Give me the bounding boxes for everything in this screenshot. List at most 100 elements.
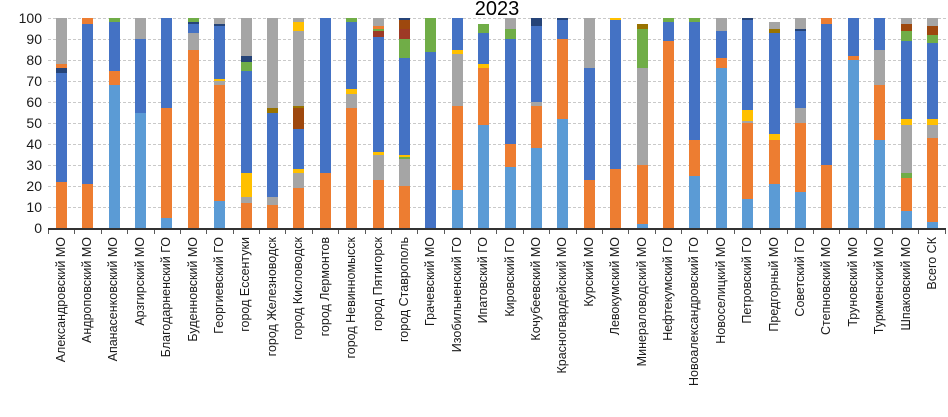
bar-column [682,18,708,228]
bar-segment-gray [266,18,278,109]
bar-segment-orange [504,144,516,168]
bar-segment-lightblue [636,223,648,228]
bar-segment-blue [319,18,331,174]
bar-Кировский ГО [504,18,516,228]
bar-segment-orange [900,177,912,212]
bar-segment-orange [346,108,358,228]
gridline [48,207,946,208]
bar-segment-blue [398,57,410,155]
y-tick-label: 30 [26,157,42,173]
bar-segment-lightblue [161,217,173,228]
bar-Советский ГО [795,18,807,228]
x-tick-label: город Лермонтов [317,237,332,337]
bar-segment-gray [636,68,648,166]
x-label-cell: Левокумский МО [603,237,629,417]
axis-tick [207,230,234,234]
axis-tick [128,230,155,234]
bar-segment-green [425,18,437,52]
bar-column [497,18,523,228]
bar-segment-orange [663,41,675,228]
bar-город Лермонтов [319,18,331,228]
bar-segment-darkred [372,30,384,37]
bar-column [74,18,100,228]
bar-column [867,18,893,228]
bar-segment-orange [82,183,94,228]
bar-column [576,18,602,228]
bar-segment-gray [583,18,595,69]
bar-segment-olive [266,108,278,113]
bar-segment-brown [927,26,939,35]
bar-Изобильненский ГО [451,18,463,228]
x-tick-label: Андроповский МО [80,237,95,343]
bar-segment-lightblue [874,139,886,228]
bar-segment-green [187,18,199,23]
bar-segment-gray [795,18,807,29]
bar-segment-orange [610,169,622,228]
bar-город Ставрополь [398,18,410,228]
bar-segment-blue [55,72,67,182]
bar-segment-yellow [293,22,305,31]
bar-segment-orange [636,165,648,224]
bar-Александровский МО [55,18,67,228]
bar-segment-orange [847,55,859,60]
bar-segment-blue [768,32,780,134]
bar-segment-gray [346,93,358,109]
axis-tick [181,230,208,234]
gridline [48,81,946,82]
bar-segment-gray [266,196,278,205]
gridline [48,123,946,124]
x-label-cell: Степновский МО [814,237,840,417]
x-label-cell: Благодарненский ГО [154,237,180,417]
bar-segment-lightblue [531,148,543,228]
bar-Новоалександровский ГО [689,18,701,228]
y-tick-label: 100 [18,10,42,26]
x-label-cell: Изобильненский ГО [444,237,470,417]
x-tick-label: Кочубеевский МО [528,237,543,341]
bar-segment-navy [214,24,226,27]
x-label-cell: Ипатовский ГО [471,237,497,417]
bar-segment-yellow [610,18,622,21]
bar-segment-gray [504,18,516,29]
bar-город Кисловодск [293,18,305,228]
bar-segment-yellow [768,133,780,140]
bar-segment-blue [557,20,569,40]
x-tick-label: Георгиевский ГО [212,237,227,334]
y-tick-label: 80 [26,52,42,68]
axis-tick [155,230,181,234]
x-label-cell: Труновский МО [840,237,866,417]
x-label-cell: Курский МО [576,237,602,417]
bar-segment-orange [557,39,569,119]
bar-segment-orange [55,181,67,228]
x-tick-label: Новоселицкий МО [713,237,728,344]
x-tick-label: Красногвардейский МО [555,237,570,374]
bar-segment-lightblue [927,221,939,228]
x-tick-label: город Ставрополь [396,237,411,342]
bar-column [48,18,74,228]
gridline [48,165,946,166]
bar-segment-gray [927,125,939,138]
bar-segment-navy [240,55,252,63]
bar-Курский МО [583,18,595,228]
bar-segment-blue [504,39,516,145]
x-label-cell: Кочубеевский МО [523,237,549,417]
bar-segment-orange [795,123,807,193]
bar-segment-orange [742,123,754,199]
bar-segment-green [478,24,490,33]
bar-column [259,18,285,228]
bar-segment-orange [187,49,199,228]
x-axis-labels: Александровский МО Андроповский МО Апанасе… [48,237,946,417]
bar-segment-navy [187,22,199,25]
bar-segment-blue [82,24,94,184]
bar-segment-olive [636,24,648,29]
axis-tick [313,230,340,234]
bar-segment-navy [398,18,410,21]
bar-segment-orange [398,186,410,228]
bar-segment-orange [266,204,278,228]
bar-segment-green [398,39,410,58]
bar-Туркменский МО [874,18,886,228]
bar-segment-olive [768,28,780,33]
y-tick-label: 60 [26,94,42,110]
axis-tick [550,230,577,234]
y-tick-label: 70 [26,73,42,89]
bar-segment-gray [293,173,305,189]
